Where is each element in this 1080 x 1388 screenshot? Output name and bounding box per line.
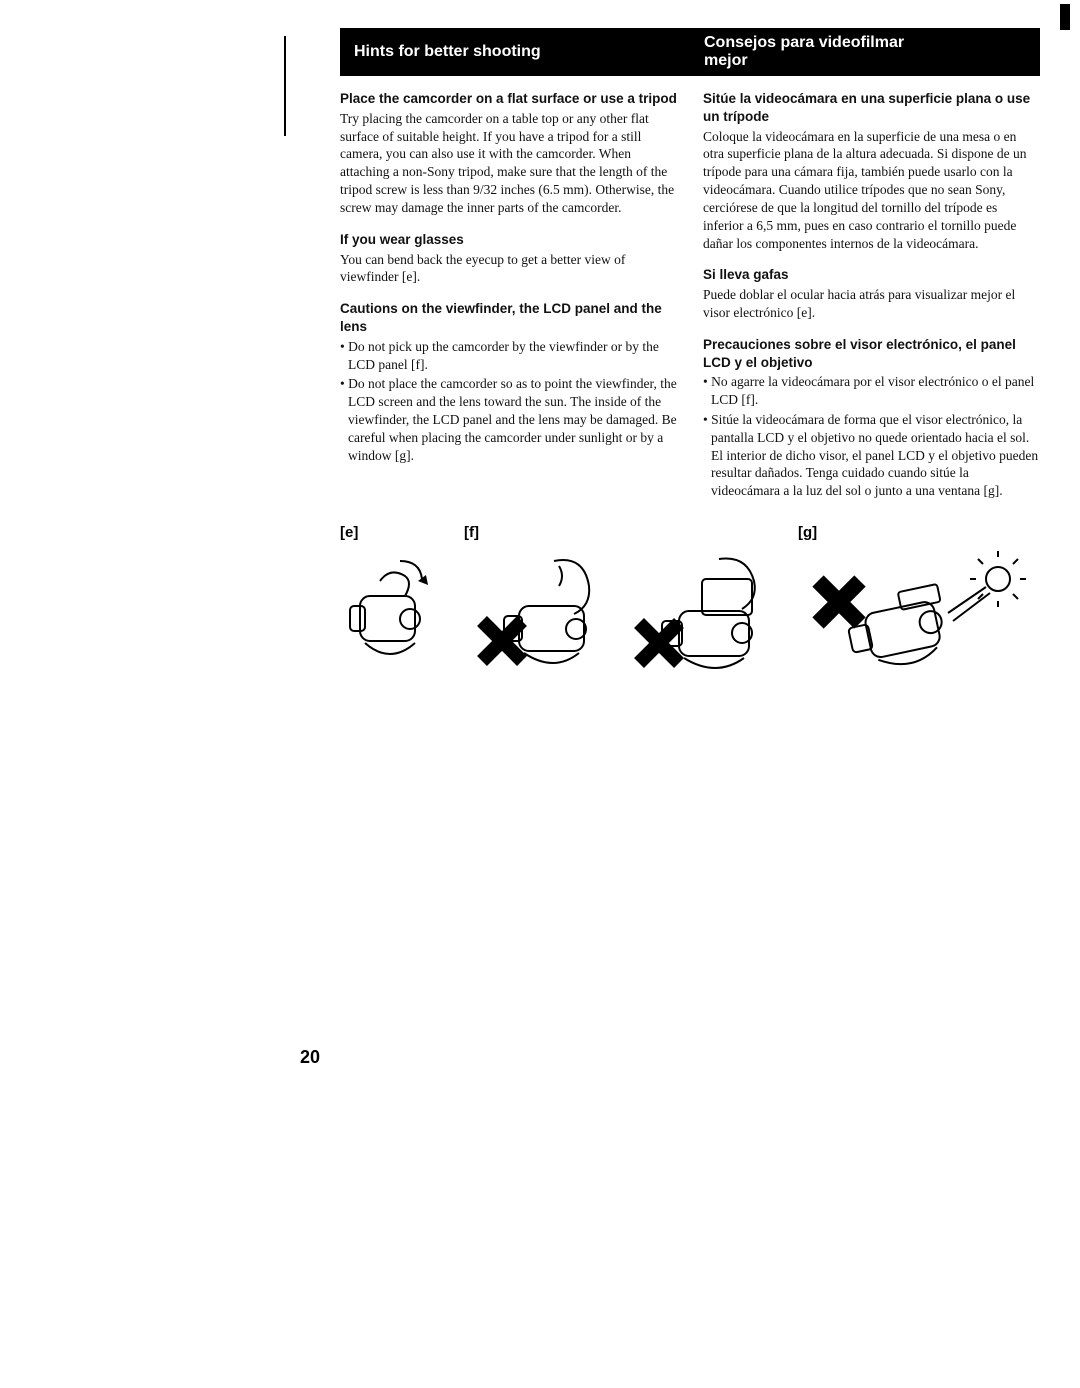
- header-title-english: Hints for better shooting: [340, 37, 690, 67]
- header-title-spanish-line2: mejor: [704, 52, 748, 69]
- figures-row: [e] [f]: [340, 524, 1040, 681]
- en-s2-head: If you wear glasses: [340, 231, 677, 249]
- es-s1-body: Coloque la videocámara en la superficie …: [703, 128, 1040, 253]
- en-s3-bullets: Do not pick up the camcorder by the view…: [340, 338, 677, 465]
- header-bar: Hints for better shooting Consejos para …: [340, 28, 1040, 76]
- es-s3-b1: No agarre la videocámara por el visor el…: [703, 373, 1040, 409]
- figure-f-illustration-2: [624, 551, 784, 681]
- figure-e-illustration: [340, 551, 450, 671]
- es-s3-bullets: No agarre la videocámara por el visor el…: [703, 373, 1040, 500]
- figure-g-block: [g]: [798, 524, 1028, 681]
- es-s1-head: Sitúe la videocámara en una superficie p…: [703, 90, 1040, 126]
- en-s1-body: Try placing the camcorder on a table top…: [340, 110, 677, 217]
- es-s2-head: Si lleva gafas: [703, 266, 1040, 284]
- en-s3-b2: Do not place the camcorder so as to poin…: [340, 375, 677, 464]
- es-s2-body: Puede doblar el ocular hacia atrás para …: [703, 286, 1040, 322]
- en-s3-b1: Do not pick up the camcorder by the view…: [340, 338, 677, 374]
- figure-e-block: [e]: [340, 524, 450, 671]
- column-english: Place the camcorder on a flat surface or…: [340, 90, 693, 514]
- header-title-spanish-line1: Consejos para videofilmar: [704, 34, 904, 51]
- figure-f-label: [f]: [464, 524, 784, 541]
- page-edge-mark: [1060, 4, 1070, 30]
- figure-g-illustration: [798, 551, 1028, 681]
- en-s1-head: Place the camcorder on a flat surface or…: [340, 90, 677, 108]
- manual-page: Hints for better shooting Consejos para …: [0, 0, 1080, 1388]
- figure-g-label: [g]: [798, 524, 1028, 541]
- vertical-separator: [284, 36, 286, 136]
- page-number: 20: [300, 1047, 320, 1068]
- figure-e-label: [e]: [340, 524, 450, 541]
- column-spanish: Sitúe la videocámara en una superficie p…: [693, 90, 1040, 514]
- content-columns: Place the camcorder on a flat surface or…: [340, 90, 1040, 514]
- figure-f-illustration-1: [464, 551, 614, 681]
- header-title-spanish: Consejos para videofilmar mejor: [690, 28, 1040, 77]
- en-s3-head: Cautions on the viewfinder, the LCD pane…: [340, 300, 677, 336]
- figure-f-block: [f]: [464, 524, 784, 681]
- en-s2-body: You can bend back the eyecup to get a be…: [340, 251, 677, 287]
- es-s3-b2: Sitúe la videocámara de forma que el vis…: [703, 411, 1040, 500]
- es-s3-head: Precauciones sobre el visor electrónico,…: [703, 336, 1040, 372]
